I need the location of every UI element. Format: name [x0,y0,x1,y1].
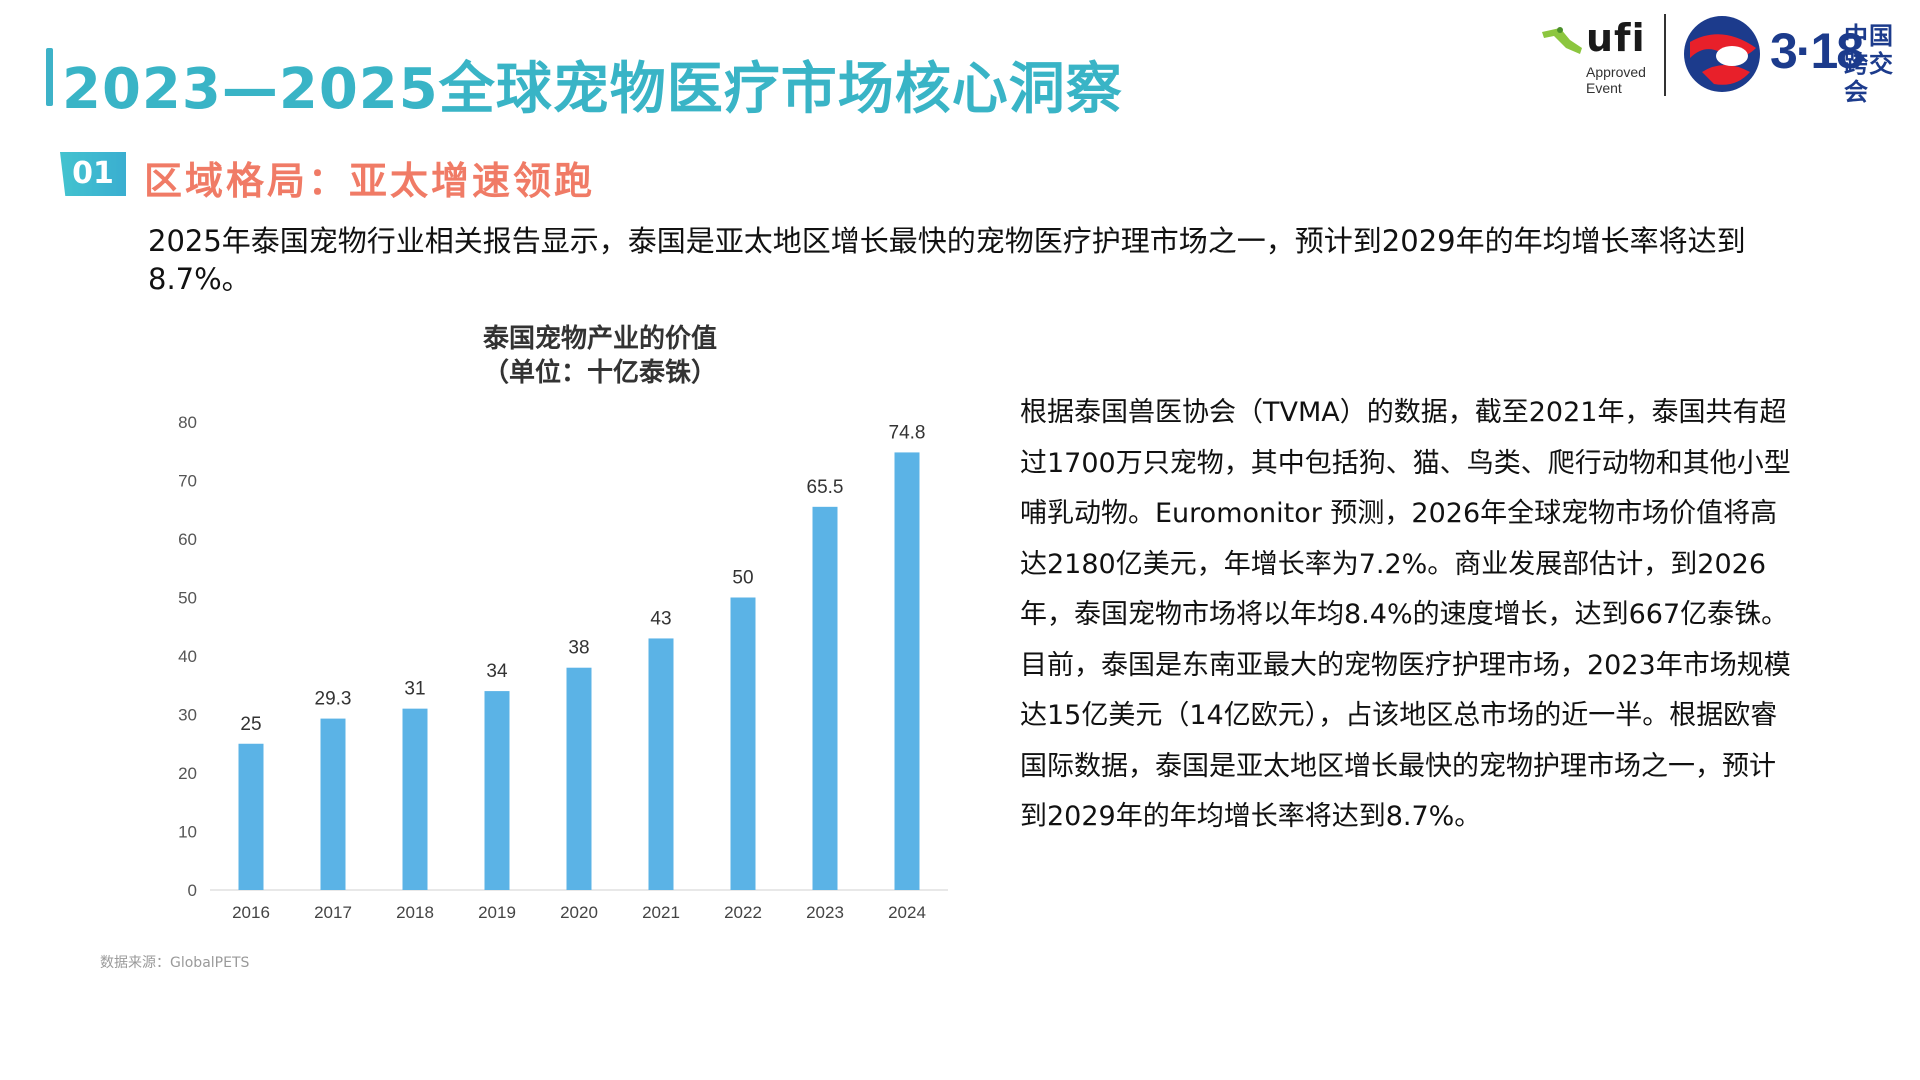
y-tick-label: 10 [178,823,197,842]
y-tick-label: 50 [178,589,197,608]
page-title: 2023—2025全球宠物医疗市场核心洞察 [62,57,1123,122]
chart-title-line2: （单位：十亿泰铢） [482,358,717,388]
ufi-logo-icon [1542,27,1582,54]
bar [730,597,756,890]
data-label: 34 [486,661,508,682]
bar [320,718,346,890]
bar [812,506,838,890]
body-text: 根据泰国兽医协会（TVMA）的数据，截至2021年，泰国共有超过1700万只宠物… [1020,388,1800,843]
bar [566,667,592,890]
data-label: 29.3 [315,689,352,710]
x-tick-label: 2021 [642,903,680,922]
section-number-badge: 01 [60,152,126,196]
x-tick-label: 2018 [396,903,434,922]
ufi-approved-event: Approved Event [1586,64,1646,96]
bar-chart: 0 10 20 30 40 50 60 70 80 25 2016 29.3 2017 31 2018 34 2… [178,413,948,922]
y-tick-label: 60 [178,530,197,549]
bar [894,452,920,890]
x-tick-label: 2017 [314,903,352,922]
data-label: 43 [650,608,671,629]
logo-divider [1664,14,1666,96]
y-tick-label: 40 [178,647,197,666]
section-title: 区域格局：亚太增速领跑 [144,159,596,203]
data-label: 65.5 [807,477,844,498]
intro-paragraph: 2025年泰国宠物行业相关报告显示，泰国是亚太地区增长最快的宠物医疗护理市场之一… [148,224,1746,296]
expo-name: 中国 跨交会 [1844,22,1894,106]
y-tick-label: 20 [178,764,197,783]
y-tick-label: 30 [178,706,197,725]
data-label: 38 [568,638,589,659]
body-paragraph-1: 根据泰国兽医协会（TVMA）的数据，截至2021年，泰国共有超过1700万只宠物… [1020,397,1791,630]
bar [648,638,674,890]
bar [238,743,264,890]
body-paragraph-2: 目前，泰国是东南亚最大的宠物医疗护理市场，2023年市场规模达15亿美元（14亿… [1020,649,1791,833]
bar [484,691,510,890]
x-tick-label: 2016 [232,903,270,922]
expo-globe-icon [1684,16,1760,92]
title-accent-bar [46,48,53,106]
expo-number: 3·18 [1770,23,1864,79]
x-tick-label: 2019 [478,903,516,922]
bar [402,708,428,890]
y-tick-label: 80 [178,413,197,432]
data-label: 31 [404,679,425,700]
x-tick-label: 2023 [806,903,844,922]
data-label: 25 [240,714,261,735]
header-logos: ufi Approved Event 3·18 中国 跨交会 [1540,10,1916,106]
ufi-logo-text: ufi [1586,16,1646,60]
data-label: 74.8 [889,422,926,443]
x-tick-label: 2020 [560,903,598,922]
y-tick-label: 70 [178,472,197,491]
data-label: 50 [732,568,753,589]
source-note: 数据来源：GlobalPETS [100,955,250,971]
x-tick-label: 2022 [724,903,762,922]
x-tick-label: 2024 [888,903,926,922]
chart-title: 泰国宠物产业的价值 （单位：十亿泰铢） [380,322,820,390]
y-tick-label: 0 [188,881,197,900]
chart-title-line1: 泰国宠物产业的价值 [482,324,717,354]
